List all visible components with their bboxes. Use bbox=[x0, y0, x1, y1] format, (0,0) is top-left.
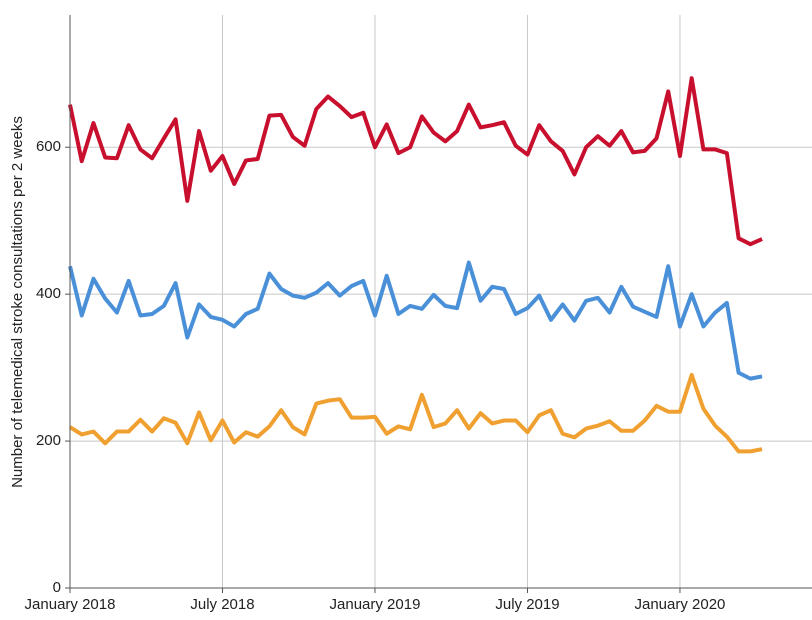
axes bbox=[65, 15, 812, 593]
y-tick-label: 600 bbox=[36, 138, 61, 155]
x-tick-label: July 2019 bbox=[495, 596, 559, 613]
grid bbox=[70, 15, 812, 588]
y-tick-label: 400 bbox=[36, 285, 61, 302]
x-tick-label: July 2018 bbox=[190, 596, 254, 613]
y-tick-label: 0 bbox=[53, 579, 61, 596]
series-line bbox=[68, 372, 763, 454]
series-line bbox=[68, 76, 763, 247]
lines bbox=[68, 76, 763, 454]
series-line bbox=[68, 260, 763, 381]
x-tick-label: January 2019 bbox=[330, 596, 421, 613]
y-tick-label: 200 bbox=[36, 432, 61, 449]
x-tick-label: January 2020 bbox=[635, 596, 726, 613]
y-axis-label: Number of telemedical stroke consultatio… bbox=[9, 116, 26, 488]
x-tick-label: January 2018 bbox=[25, 596, 116, 613]
